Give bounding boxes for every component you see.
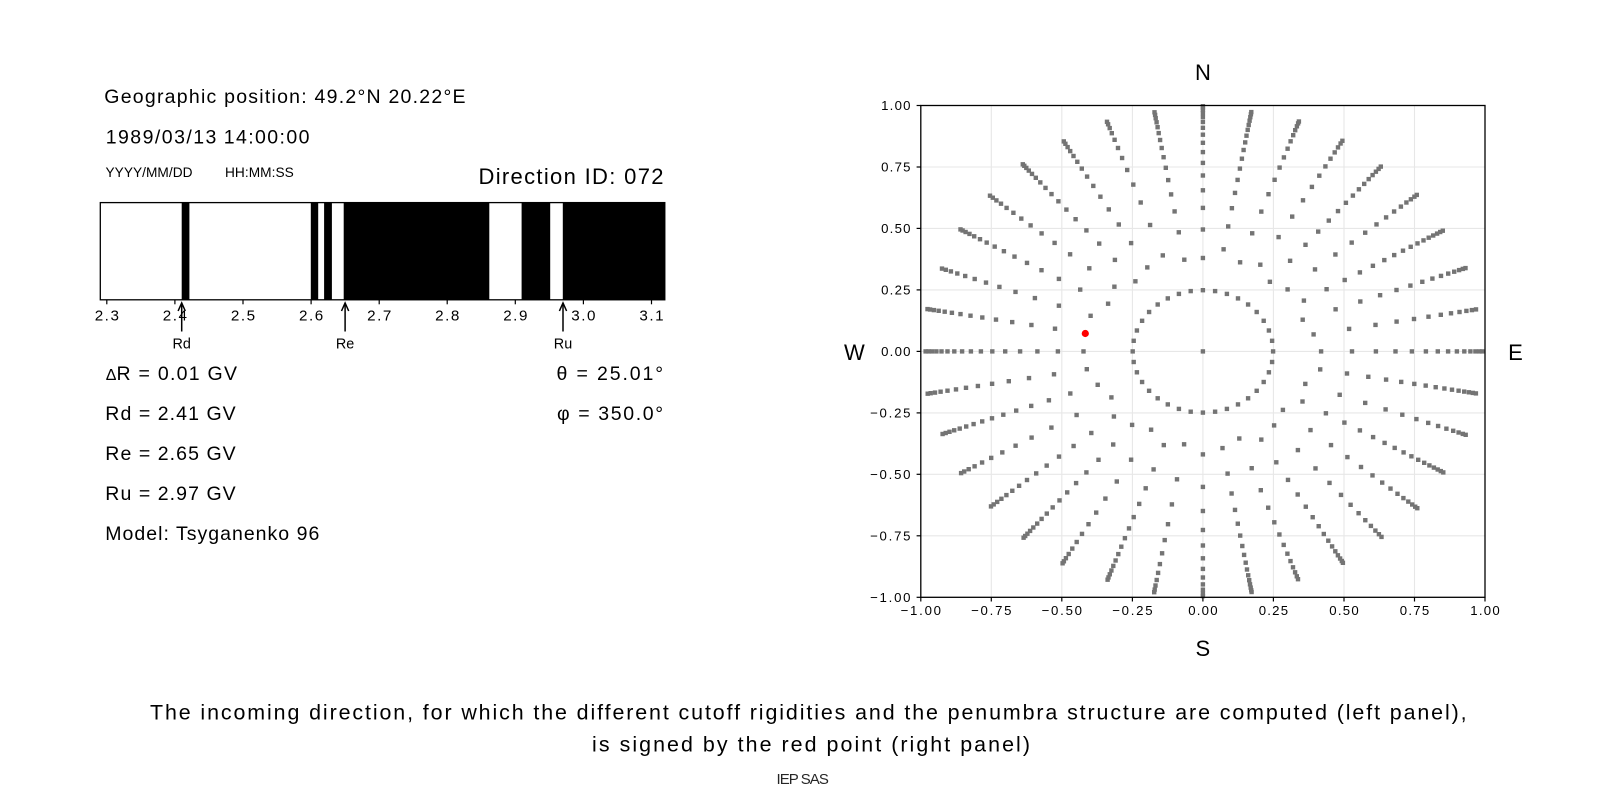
svg-text:2.5: 2.5 xyxy=(231,307,255,324)
svg-text:0.50: 0.50 xyxy=(1329,603,1358,618)
svg-text:Geographic position: 49.2°N 20: Geographic position: 49.2°N 20.22°E xyxy=(104,86,465,108)
svg-text:0.00: 0.00 xyxy=(881,344,910,359)
svg-text:−0.75: −0.75 xyxy=(870,529,910,544)
svg-text:−0.25: −0.25 xyxy=(870,406,910,421)
svg-text:The incoming direction, for wh: The incoming direction, for which the di… xyxy=(150,700,1467,724)
svg-text:1989/03/13: 1989/03/13 xyxy=(106,126,217,148)
svg-text:φ = 350.0°: φ = 350.0° xyxy=(557,403,663,425)
svg-text:Model: Tsyganenko 96: Model: Tsyganenko 96 xyxy=(105,523,319,545)
svg-text:14:00:00: 14:00:00 xyxy=(224,126,310,148)
svg-text:0.00: 0.00 xyxy=(1188,603,1217,618)
svg-text:Re = 2.65 GV: Re = 2.65 GV xyxy=(105,443,235,465)
svg-text:2.3: 2.3 xyxy=(95,307,119,324)
svg-text:N: N xyxy=(1195,60,1211,85)
svg-text:1.00: 1.00 xyxy=(881,98,910,113)
svg-text:−1.00: −1.00 xyxy=(870,590,910,605)
svg-text:HH:MM:SS: HH:MM:SS xyxy=(225,165,294,180)
svg-text:E: E xyxy=(1508,340,1523,365)
svg-text:3.0: 3.0 xyxy=(571,307,595,324)
svg-text:2.7: 2.7 xyxy=(367,307,391,324)
svg-text:IEP SAS: IEP SAS xyxy=(777,771,829,788)
svg-text:Direction ID: 072: Direction ID: 072 xyxy=(479,164,664,189)
svg-text:is signed by the red point (ri: is signed by the red point (right panel) xyxy=(592,733,1030,757)
svg-text:2.4: 2.4 xyxy=(163,307,187,324)
svg-text:2.8: 2.8 xyxy=(435,307,459,324)
svg-text:Rd = 2.41 GV: Rd = 2.41 GV xyxy=(105,403,235,425)
svg-text:−1.00: −1.00 xyxy=(901,603,941,618)
svg-text:−0.50: −0.50 xyxy=(1042,603,1082,618)
svg-text:3.1: 3.1 xyxy=(639,307,663,324)
svg-text:2.6: 2.6 xyxy=(299,307,323,324)
svg-text:0.25: 0.25 xyxy=(1259,603,1288,618)
svg-text:0.75: 0.75 xyxy=(1400,603,1429,618)
svg-text:Rd: Rd xyxy=(172,337,190,353)
svg-text:0.25: 0.25 xyxy=(881,283,910,298)
svg-text:Ru: Ru xyxy=(554,337,572,353)
svg-text:−0.75: −0.75 xyxy=(971,603,1011,618)
svg-text:Ru = 2.97 GV: Ru = 2.97 GV xyxy=(105,483,235,505)
svg-text:2.9: 2.9 xyxy=(503,307,527,324)
svg-text:−0.50: −0.50 xyxy=(870,467,910,482)
svg-text:0.75: 0.75 xyxy=(881,160,910,175)
svg-text:W: W xyxy=(844,340,865,365)
svg-text:Re: Re xyxy=(336,337,354,353)
svg-text:−0.25: −0.25 xyxy=(1112,603,1152,618)
svg-text:ΔR = 0.01 GV: ΔR = 0.01 GV xyxy=(106,363,237,385)
svg-text:YYYY/MM/DD: YYYY/MM/DD xyxy=(106,165,193,180)
svg-text:1.00: 1.00 xyxy=(1470,603,1499,618)
svg-text:0.50: 0.50 xyxy=(881,221,910,236)
svg-text:θ = 25.01°: θ = 25.01° xyxy=(557,363,664,385)
svg-text:S: S xyxy=(1196,636,1211,661)
